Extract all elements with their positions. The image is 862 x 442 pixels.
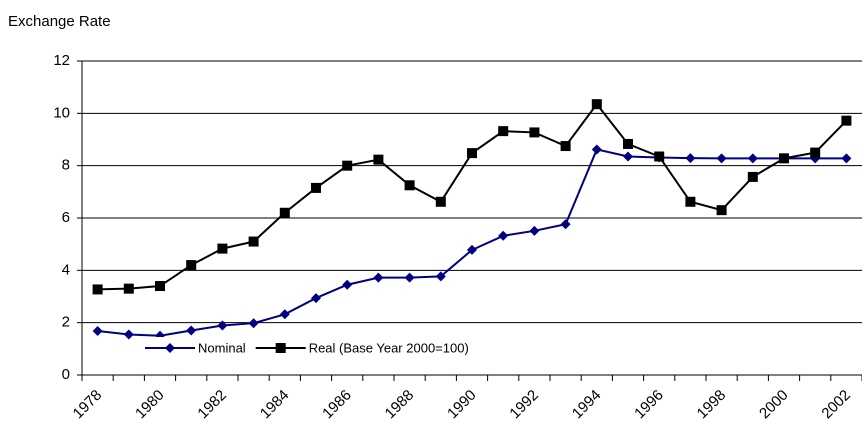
y-tick-label: 2 [62, 314, 70, 331]
series-line [97, 102, 848, 291]
x-tick-label: 1998 [694, 387, 730, 423]
marker [373, 272, 384, 283]
marker [92, 284, 103, 295]
series-line [97, 148, 847, 337]
x-tick-label: 1982 [194, 387, 230, 423]
marker [165, 343, 175, 353]
marker [529, 225, 540, 236]
marker [716, 153, 727, 164]
legend-box [140, 337, 520, 359]
marker [498, 126, 509, 137]
marker [279, 207, 290, 218]
marker [810, 147, 821, 158]
marker [217, 243, 228, 254]
marker [342, 279, 353, 290]
marker [311, 293, 321, 304]
x-tick-label: 1992 [506, 387, 542, 423]
marker [404, 180, 415, 191]
x-tick-label: 1980 [132, 387, 168, 423]
marker [685, 153, 696, 164]
marker [716, 205, 727, 216]
marker [217, 320, 228, 331]
marker [373, 154, 384, 165]
x-tick-label: 1984 [257, 387, 293, 423]
legend-label: Nominal [198, 340, 246, 355]
marker [560, 141, 571, 152]
x-tick-label: 1978 [70, 387, 106, 423]
marker [654, 151, 665, 162]
marker [123, 283, 134, 294]
marker [747, 171, 758, 182]
y-tick-label: 8 [62, 157, 70, 174]
marker [467, 148, 477, 159]
marker [186, 260, 197, 271]
marker [123, 329, 134, 340]
marker [248, 318, 259, 329]
y-tick-label: 6 [62, 209, 70, 226]
marker [186, 325, 197, 336]
marker [155, 281, 165, 292]
y-axis-label: Exchange Rate [8, 13, 111, 30]
y-tick-label: 10 [53, 104, 70, 121]
marker [841, 115, 852, 126]
marker [311, 182, 321, 193]
x-tick-label: 2000 [756, 387, 792, 423]
marker [467, 244, 477, 255]
marker [279, 309, 290, 320]
marker [498, 230, 509, 241]
marker [779, 153, 789, 164]
marker [623, 151, 633, 162]
marker [342, 160, 353, 171]
y-tick-label: 12 [53, 52, 70, 69]
y-tick-label: 4 [62, 261, 70, 278]
marker [529, 127, 540, 138]
x-tick-label: 1986 [319, 387, 355, 423]
y-tick-label: 0 [62, 366, 70, 383]
x-tick-label: 1994 [569, 387, 605, 423]
x-tick-label: 1996 [631, 387, 667, 423]
marker [591, 99, 602, 110]
x-tick-label: 2002 [818, 387, 854, 423]
marker [591, 144, 602, 155]
x-tick-label: 1990 [444, 387, 480, 423]
marker [560, 219, 571, 230]
marker [841, 153, 852, 164]
marker [435, 196, 446, 207]
marker [435, 271, 446, 282]
marker [404, 272, 415, 283]
marker [275, 343, 286, 353]
marker [685, 196, 696, 207]
marker [248, 236, 259, 247]
marker [623, 138, 633, 149]
marker [747, 153, 758, 164]
marker [92, 326, 103, 337]
x-tick-label: 1988 [382, 387, 418, 423]
legend-label: Real (Base Year 2000=100) [309, 340, 469, 355]
